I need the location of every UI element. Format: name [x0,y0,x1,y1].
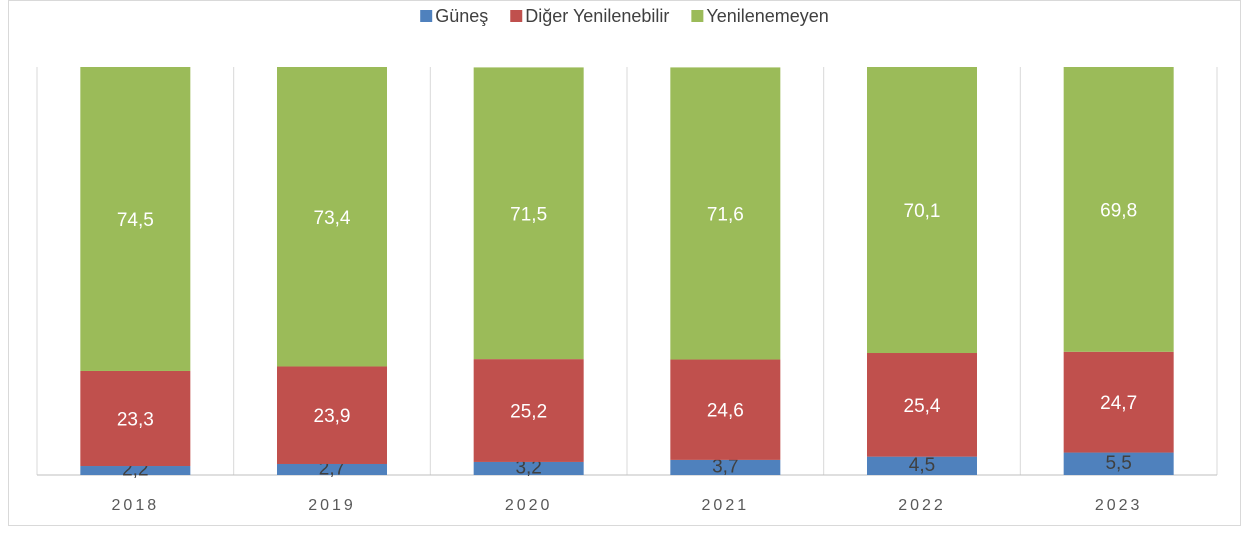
x-tick-label: 2020 [505,497,553,514]
bar-segment [867,456,977,475]
legend-label: Güneş [435,6,488,26]
bar-segment [670,359,781,460]
x-tick-label: 2019 [308,497,356,514]
bar-segment [277,67,387,367]
data-label: 25,4 [904,396,941,417]
data-label: 24,7 [1100,393,1137,414]
bar-segment [473,67,584,360]
x-tick-label: 2022 [898,497,946,514]
x-tick-label: 2023 [1095,497,1143,514]
bar-segment [80,370,191,467]
data-label: 73,4 [314,208,351,229]
bar-segment [867,67,977,354]
data-label: 3,2 [515,457,541,478]
legend-swatch [420,10,433,22]
bar-segment [867,353,977,457]
data-label: 23,3 [117,410,154,431]
data-label: 5,5 [1105,453,1131,474]
data-label: 74,5 [117,210,154,231]
data-label: 71,5 [510,204,547,225]
chart-border [8,0,1241,526]
bar-segment [80,466,191,475]
data-label: 69,8 [1100,200,1137,221]
bar-segment [473,359,584,462]
bar-segment [80,67,191,371]
data-label: 23,9 [314,406,351,427]
data-label: 25,2 [510,402,547,423]
bar-segment [473,461,584,475]
bar-segment [1063,67,1174,352]
data-label: 4,5 [909,455,935,476]
data-label: 3,7 [712,456,738,477]
bar-segment [1063,452,1174,475]
data-label: 24,6 [707,401,744,422]
legend-label: Yenilenemeyen [706,6,828,26]
x-tick-label: 2021 [702,497,750,514]
legend-swatch [691,10,704,22]
x-tick-label: 2018 [112,497,160,514]
data-label: 70,1 [904,201,941,222]
bar-segment [277,366,387,464]
bar-segment [670,459,781,475]
bar-segment [1063,351,1174,453]
data-label: 71,6 [707,204,744,225]
bar-segment [277,463,387,475]
legend-swatch [510,10,523,22]
bar-segment [670,67,781,360]
legend-label: Diğer Yenilenebilir [525,6,669,26]
